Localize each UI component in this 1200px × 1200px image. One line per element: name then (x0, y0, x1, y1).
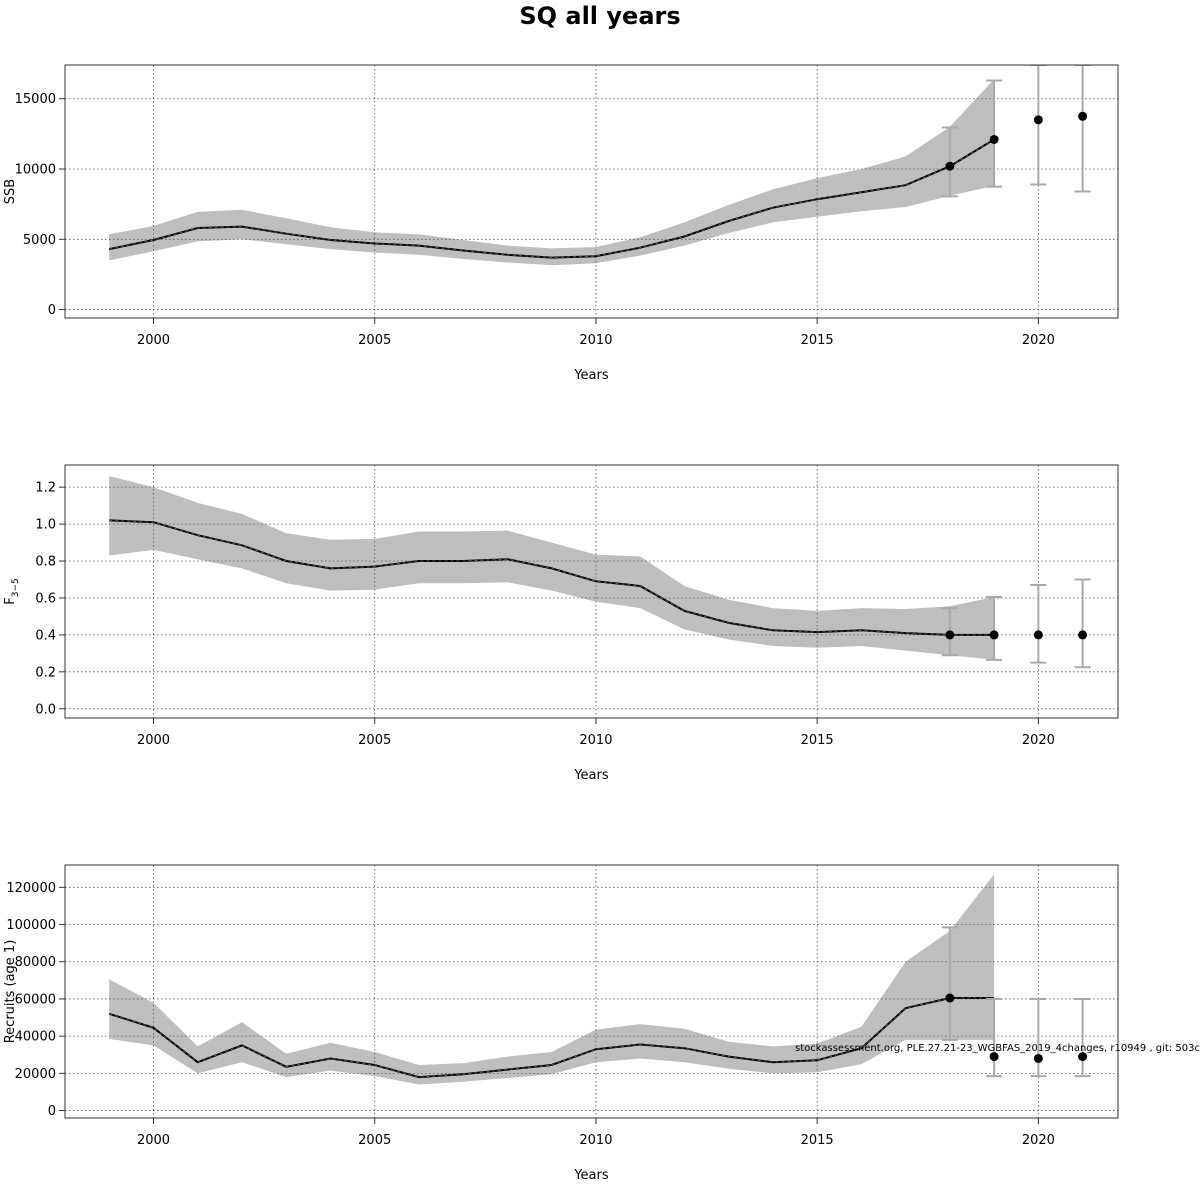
error-bar (986, 596, 1003, 661)
x-tick-label: 2005 (358, 1133, 391, 1148)
y-axis-label: F3−5 (3, 578, 21, 604)
y-tick-label: 1.0 (35, 518, 56, 533)
x-tick-label: 2020 (1022, 333, 1055, 348)
data-point (1078, 630, 1088, 640)
data-point (945, 630, 955, 640)
x-tick-label: 2005 (358, 733, 391, 748)
x-axis-label: Years (573, 768, 609, 783)
x-tick-label: 2020 (1022, 1133, 1055, 1148)
error-bar (941, 926, 958, 1041)
x-tick-label: 2000 (137, 333, 170, 348)
error-bar (1074, 578, 1091, 669)
forecast-line (109, 520, 995, 636)
x-tick-label: 2020 (1022, 733, 1055, 748)
y-tick-label: 10000 (15, 163, 56, 178)
y-tick-label: 120000 (6, 881, 56, 896)
data-point (1078, 1052, 1088, 1062)
data-point (1078, 111, 1088, 121)
plot-frame (64, 464, 1119, 719)
y-tick-label: 0.6 (35, 591, 56, 606)
error-bar (1030, 584, 1047, 664)
y-tick-label: 100000 (6, 918, 56, 933)
footnote: stockassessment.org, PLE.27.21-23_WGBFAS… (795, 1043, 1200, 1054)
y-tick-label: 20000 (15, 1067, 56, 1082)
y-tick-label: 0.0 (35, 702, 56, 717)
y-tick-label: 15000 (15, 92, 56, 107)
forecast-line (109, 997, 995, 1078)
data-point (989, 1052, 999, 1062)
error-bar (1030, 997, 1047, 1078)
figure-title: SQ all years (519, 2, 681, 30)
y-tick-label: 1.2 (35, 481, 56, 496)
error-bar (986, 79, 1003, 188)
confidence-band (109, 874, 995, 1085)
x-tick-label: 2000 (137, 733, 170, 748)
y-tick-label: 0.8 (35, 555, 56, 570)
data-point (945, 993, 955, 1003)
plot-frame (64, 864, 1119, 1119)
y-axis-label: Recruits (age 1) (3, 940, 18, 1044)
x-tick-label: 2010 (579, 1133, 612, 1148)
y-tick-label: 60000 (15, 992, 56, 1007)
data-point (1033, 1053, 1043, 1063)
x-axis-label: Years (573, 368, 609, 383)
x-tick-label: 2010 (579, 733, 612, 748)
x-tick-label: 2015 (801, 733, 834, 748)
error-bar (1030, 65, 1047, 186)
data-point (1033, 115, 1043, 125)
y-tick-label: 0.2 (35, 665, 56, 680)
data-point (989, 630, 999, 640)
y-tick-label: 80000 (15, 955, 56, 970)
error-bar (1074, 997, 1091, 1078)
x-tick-label: 2015 (801, 1133, 834, 1148)
chart-panel-1: 2000 2005 2010 2015 2020 0 5000 10000 15000 Years… (3, 64, 1119, 383)
y-tick-label: 40000 (15, 1030, 56, 1045)
y-tick-label: 5000 (23, 233, 56, 248)
forecast-line (109, 139, 995, 259)
chart-panel-3: 2000 2005 2010 2015 2020 0 20000 40000 60000 8000… (3, 864, 1119, 1183)
x-axis-label: Years (573, 1168, 609, 1183)
error-bar (1074, 65, 1091, 193)
data-point (1033, 630, 1043, 640)
y-tick-label: 0.4 (35, 628, 56, 643)
x-tick-label: 2010 (579, 333, 612, 348)
x-tick-label: 2005 (358, 333, 391, 348)
y-tick-label: 0 (48, 1104, 56, 1119)
plot-frame (64, 64, 1119, 319)
chart-panel-2: 2000 2005 2010 2015 2020 0.0 0.2 0.4 0.6 0.8 1.0 1.… (3, 464, 1119, 783)
error-bar (986, 997, 1003, 1078)
x-tick-label: 2015 (801, 333, 834, 348)
y-axis-label: SSB (3, 179, 18, 204)
data-point (945, 161, 955, 171)
data-point (989, 134, 999, 144)
x-tick-label: 2000 (137, 1133, 170, 1148)
confidence-band (109, 79, 995, 266)
y-tick-label: 0 (48, 303, 56, 318)
